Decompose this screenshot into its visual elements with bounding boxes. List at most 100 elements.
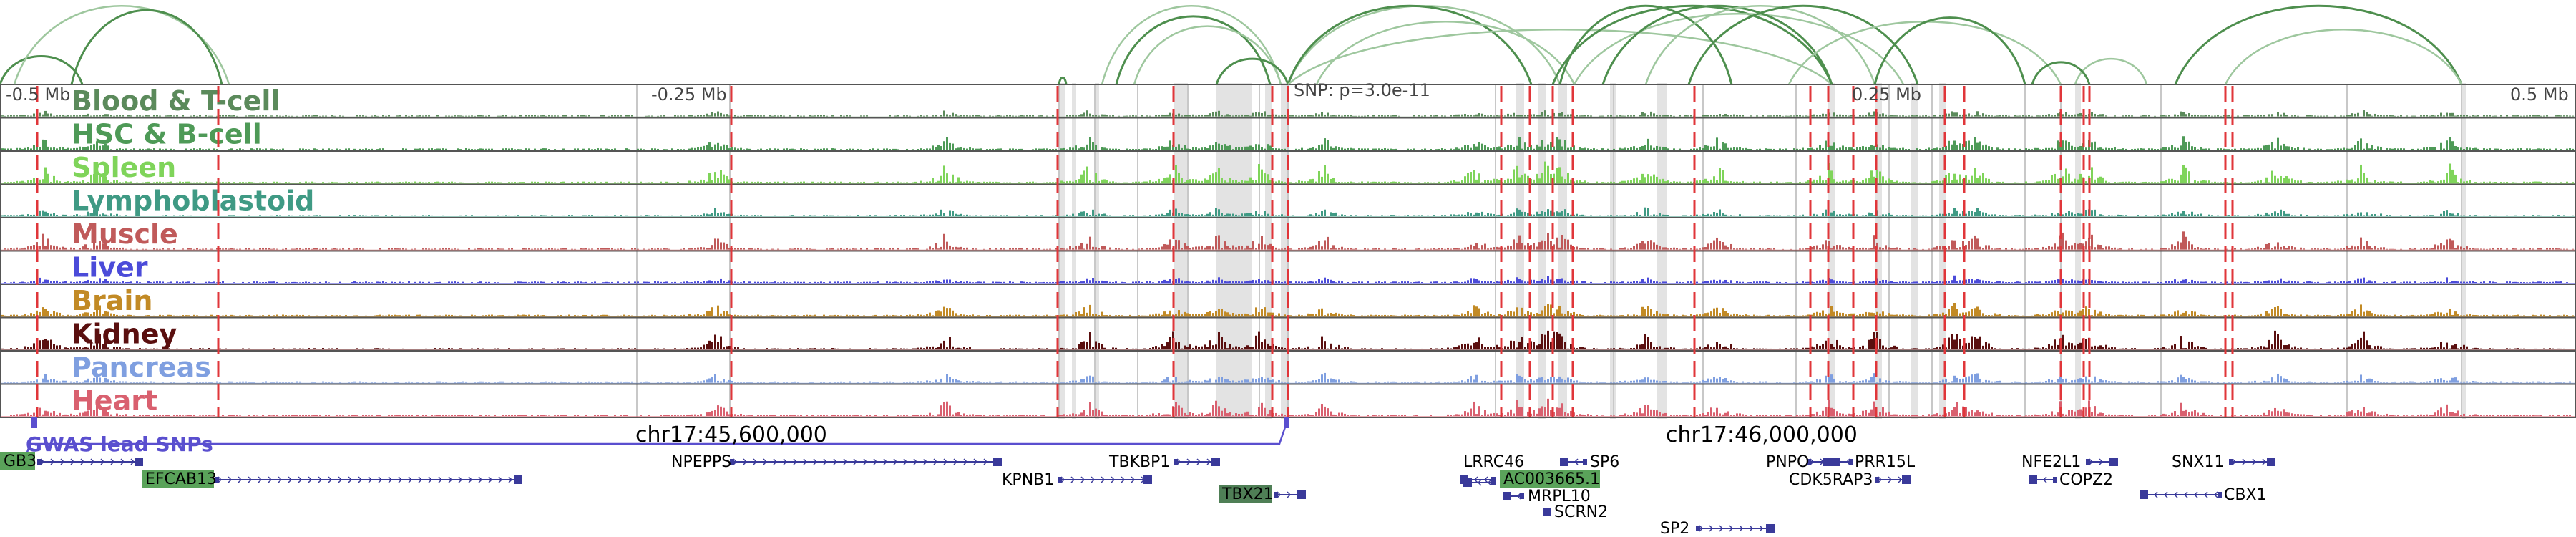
signal-bar xyxy=(1175,279,1177,283)
signal-bar xyxy=(914,281,917,283)
signal-bar xyxy=(1278,281,1280,283)
signal-bar xyxy=(1848,115,1850,117)
signal-bar xyxy=(1258,312,1260,316)
signal-bar xyxy=(1375,281,1377,283)
signal-bar xyxy=(1982,248,1984,250)
signal-bar xyxy=(1710,146,1712,150)
signal-bar xyxy=(1641,279,1644,283)
signal-bar xyxy=(1467,173,1469,183)
signal-bar xyxy=(1636,314,1638,316)
signal-bar xyxy=(1158,115,1160,117)
signal-bar xyxy=(2557,215,2560,216)
signal-bar xyxy=(2454,215,2457,216)
signal-bar xyxy=(1982,113,1984,117)
signal-bar xyxy=(2334,248,2336,250)
signal-bar xyxy=(571,115,573,117)
signal-bar xyxy=(1221,145,1223,150)
signal-bar xyxy=(1467,311,1469,316)
signal-bar xyxy=(557,248,559,250)
signal-bar xyxy=(333,182,336,183)
signal-bar xyxy=(617,248,619,250)
signal-bar xyxy=(1493,214,1495,216)
signal-bar xyxy=(1633,314,1635,316)
signal-bar xyxy=(1541,211,1543,216)
signal-bar xyxy=(1467,212,1469,216)
signal-bar xyxy=(1080,211,1083,216)
signal-bar xyxy=(1063,281,1065,283)
signal-bar xyxy=(1381,182,1383,183)
signal-bar xyxy=(2552,281,2554,283)
signal-bar xyxy=(2326,149,2328,150)
signal-bar xyxy=(1859,115,1861,117)
signal-bar xyxy=(1332,147,1335,150)
signal-bar xyxy=(1684,115,1687,117)
signal-bar xyxy=(1115,248,1117,250)
signal-bar xyxy=(219,248,221,250)
signal-bar xyxy=(708,280,711,283)
signal-bar xyxy=(894,215,897,216)
signal-bar xyxy=(1833,112,1835,117)
signal-bar xyxy=(50,113,52,117)
signal-bar xyxy=(889,149,891,150)
signal-bar xyxy=(1504,247,1506,250)
signal-bar xyxy=(2165,215,2167,216)
signal-bar xyxy=(2051,147,2053,150)
signal-bar xyxy=(1169,112,1171,117)
signal-bar xyxy=(339,115,341,117)
signal-bar xyxy=(2532,181,2534,183)
signal-bar xyxy=(548,149,550,150)
signal-bar xyxy=(1221,213,1223,216)
signal-bar xyxy=(2277,280,2279,283)
signal-bar xyxy=(102,115,104,117)
signal-bar xyxy=(416,148,419,150)
signal-bar xyxy=(1224,115,1226,117)
signal-bar xyxy=(737,148,739,150)
signal-bar xyxy=(1825,140,1827,150)
signal-bar xyxy=(886,281,888,283)
signal-bar xyxy=(87,279,89,283)
signal-bar xyxy=(1215,280,1217,283)
signal-bar xyxy=(1129,149,1131,150)
signal-bar xyxy=(190,148,192,150)
signal-bar xyxy=(1201,314,1203,316)
signal-bar xyxy=(351,282,353,283)
signal-bar xyxy=(2054,173,2056,183)
signal-bar xyxy=(2108,182,2110,183)
signal-bar xyxy=(1344,248,1346,250)
signal-bar xyxy=(1707,115,1709,117)
signal-bar xyxy=(1682,248,1684,250)
signal-bar xyxy=(1078,179,1080,183)
signal-bar xyxy=(73,147,75,150)
signal-bar xyxy=(2552,215,2554,216)
signal-bar xyxy=(877,181,879,183)
signal-bar xyxy=(917,282,919,283)
signal-bar xyxy=(53,115,55,117)
signal-bar xyxy=(540,281,542,283)
signal-bar xyxy=(995,148,997,150)
signal-bar xyxy=(2517,148,2519,150)
signal-bar xyxy=(2280,145,2282,150)
signal-bar xyxy=(2360,164,2362,183)
signal-bar xyxy=(697,247,699,250)
signal-bar xyxy=(894,115,897,117)
signal-bar xyxy=(1292,115,1294,117)
signal-bar xyxy=(923,281,925,283)
signal-bar xyxy=(2334,181,2336,183)
signal-bar xyxy=(2211,215,2213,216)
signal-bar xyxy=(2194,214,2196,216)
signal-bar xyxy=(1430,148,1432,150)
signal-bar xyxy=(2065,280,2067,283)
signal-bar xyxy=(2297,115,2299,117)
signal-bar xyxy=(1232,149,1234,150)
signal-bar xyxy=(1862,115,1864,117)
signal-bar xyxy=(1195,115,1197,117)
signal-bar xyxy=(1702,213,1704,216)
signal-bar xyxy=(1315,148,1317,150)
signal-bar xyxy=(857,315,859,316)
signal-bar xyxy=(1464,247,1466,250)
signal-bar xyxy=(233,282,235,283)
signal-bar xyxy=(2300,214,2302,216)
signal-bar xyxy=(943,306,945,316)
signal-bar xyxy=(2440,243,2442,250)
signal-bar xyxy=(1985,144,1987,150)
